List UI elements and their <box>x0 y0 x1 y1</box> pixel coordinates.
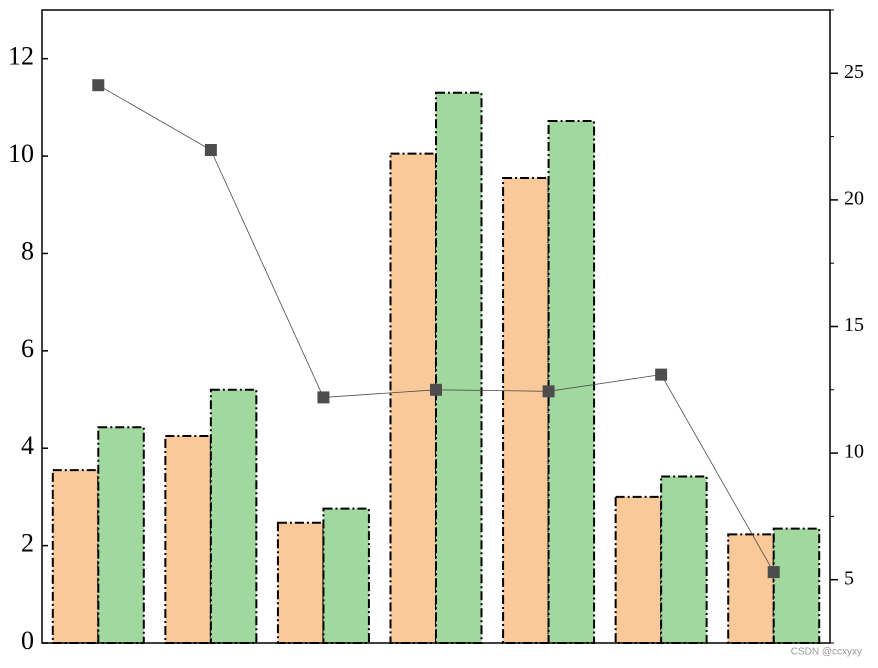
marker <box>655 368 668 381</box>
y2-tick-label: 20 <box>844 187 864 209</box>
bar <box>164 435 212 644</box>
y-tick-label: 6 <box>21 334 34 363</box>
bar <box>547 120 596 645</box>
bar <box>772 527 821 644</box>
marker <box>317 391 330 404</box>
y2-tick-label: 10 <box>844 441 864 463</box>
marker <box>542 385 555 398</box>
bar <box>97 426 145 645</box>
bar <box>322 507 370 644</box>
y-tick-label: 12 <box>8 42 34 71</box>
bar <box>389 152 437 644</box>
marker <box>430 383 442 396</box>
marker <box>92 79 105 92</box>
watermark: CSDN @ccxyxy <box>791 647 862 658</box>
y-tick-label: 0 <box>21 626 34 655</box>
y2-tick-label: 5 <box>844 567 854 589</box>
y-tick-label: 8 <box>21 236 34 265</box>
bar <box>502 176 550 644</box>
bar <box>51 469 100 644</box>
y2-tick-label: 25 <box>844 61 864 83</box>
bar <box>727 533 775 644</box>
y2-tick-label: 15 <box>844 314 864 336</box>
y-tick-label: 10 <box>8 139 34 168</box>
bar <box>209 388 258 644</box>
bar <box>276 521 325 644</box>
y-tick-label: 2 <box>21 529 34 558</box>
bar <box>660 475 708 645</box>
bar <box>435 91 483 645</box>
marker <box>767 566 780 579</box>
bar <box>614 495 663 644</box>
marker <box>204 144 217 157</box>
y-tick-label: 4 <box>21 431 34 460</box>
